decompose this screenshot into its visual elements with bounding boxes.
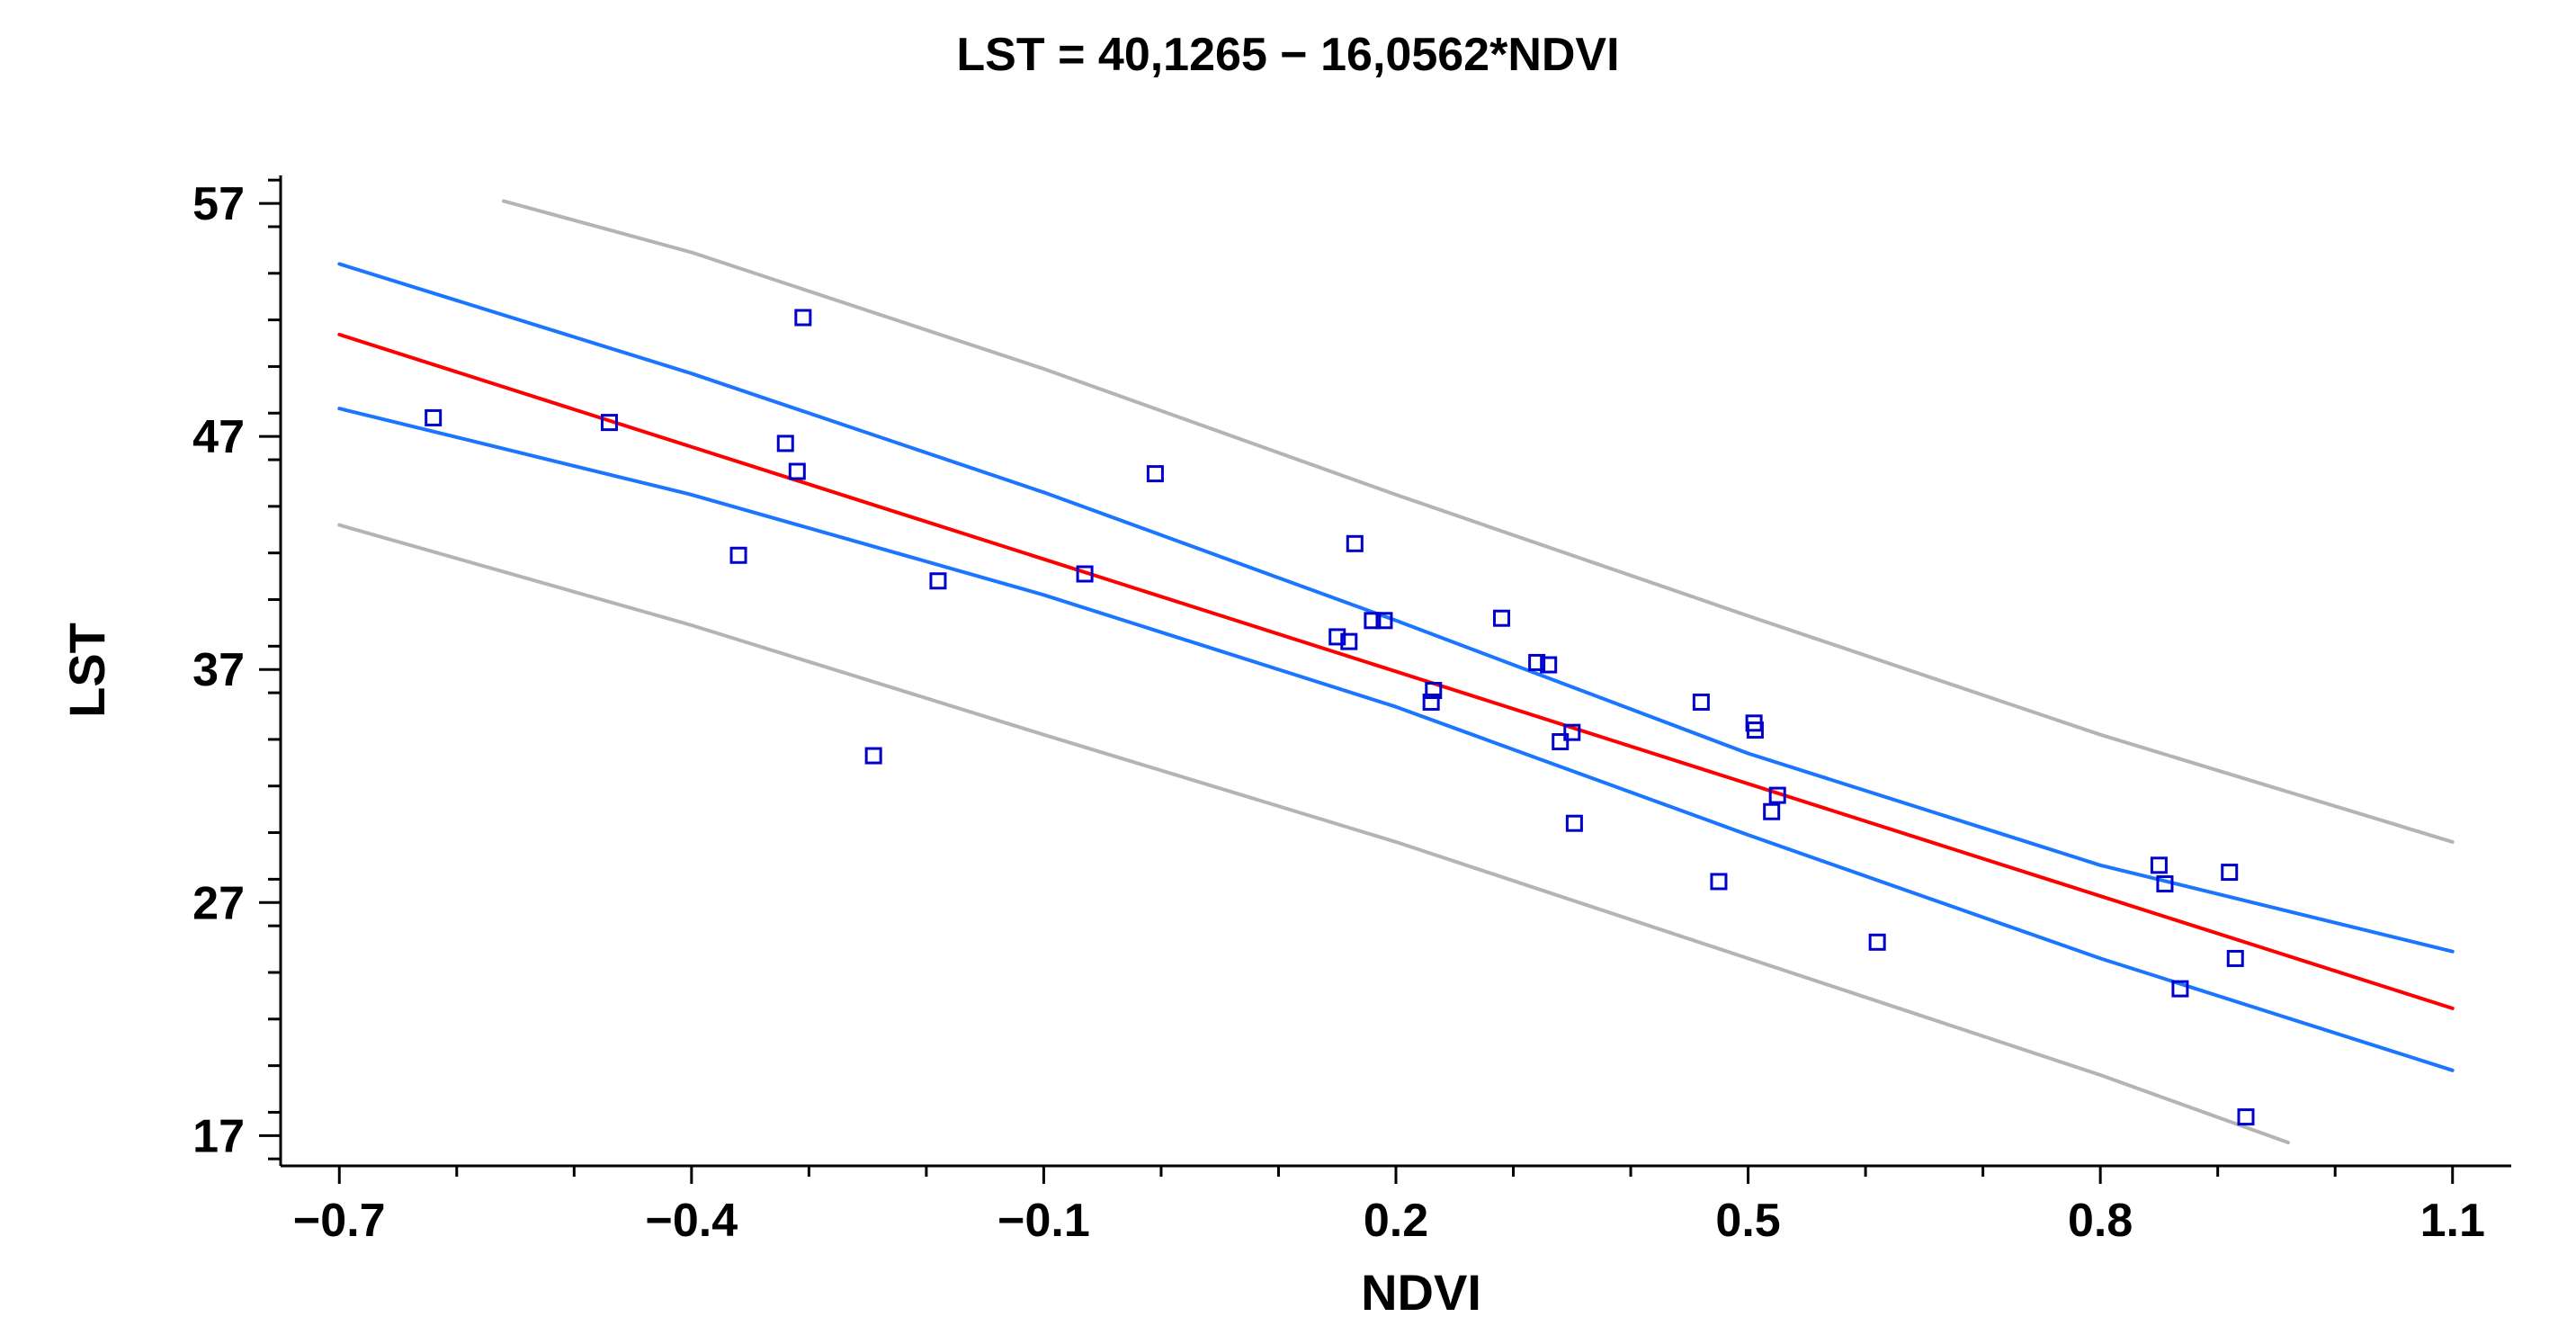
x-tick-label: −0.1 (997, 1195, 1090, 1247)
fit-line (337, 332, 2455, 1010)
data-point (2150, 856, 2168, 874)
data-point (729, 546, 747, 564)
axes: −0.7 −0.4 −0.1 0.2 0.5 0.8 1.1 17 27 37 47 57 (192, 175, 2511, 1247)
x-tick-label: 0.2 (1364, 1195, 1428, 1247)
y-tick-label: 57 (192, 178, 245, 230)
y-tick-label: 27 (192, 877, 245, 929)
x-tick-label: −0.7 (293, 1195, 386, 1247)
data-point (864, 747, 882, 765)
data-point (2156, 875, 2174, 893)
data-point (788, 462, 806, 480)
x-tick-label: 0.8 (2068, 1195, 2133, 1247)
data-point (1375, 612, 1393, 630)
data-point (1076, 565, 1094, 583)
data-point (2237, 1108, 2255, 1126)
data-point (1328, 628, 1346, 646)
data-point (1552, 733, 1570, 751)
data-point (1425, 682, 1443, 700)
data-point (776, 435, 794, 452)
data-points (425, 309, 2255, 1126)
data-point (1868, 933, 1886, 951)
data-point (929, 572, 947, 590)
y-axis-title: LST (58, 623, 115, 718)
chart-title: LST = 40,1265 − 16,0562*NDVI (956, 29, 1619, 81)
data-point (1768, 786, 1786, 804)
data-point (1692, 693, 1710, 711)
data-point (2171, 980, 2189, 998)
data-point (1422, 693, 1440, 711)
prediction-upper-line (502, 199, 2455, 844)
data-point (1346, 534, 1364, 552)
data-point (1540, 656, 1558, 674)
data-point (1710, 873, 1728, 891)
data-point (1364, 612, 1382, 630)
prediction-lower-line (337, 523, 2290, 1145)
x-tick-label: 1.1 (2420, 1195, 2485, 1247)
x-tick-label: 0.5 (1715, 1195, 1780, 1247)
data-point (2226, 949, 2244, 967)
data-point (1146, 465, 1164, 483)
x-axis-title: NDVI (1361, 1264, 1481, 1321)
data-point (1746, 721, 1764, 739)
confidence-lower-line (337, 407, 2455, 1072)
y-tick-label: 17 (192, 1110, 245, 1162)
confidence-upper-line (337, 262, 2455, 954)
y-tick-label: 47 (192, 411, 245, 463)
data-point (1340, 632, 1358, 650)
x-tick-label: −0.4 (646, 1195, 738, 1247)
data-point (425, 408, 443, 426)
data-point (1528, 653, 1546, 671)
y-tick-label: 37 (192, 644, 245, 696)
data-point (1563, 723, 1581, 741)
data-point (1492, 609, 1510, 627)
data-point (600, 414, 618, 432)
curves (337, 199, 2455, 1145)
data-point (2221, 864, 2239, 882)
data-point (794, 309, 812, 327)
data-point (1763, 802, 1781, 820)
data-point (1565, 814, 1583, 832)
